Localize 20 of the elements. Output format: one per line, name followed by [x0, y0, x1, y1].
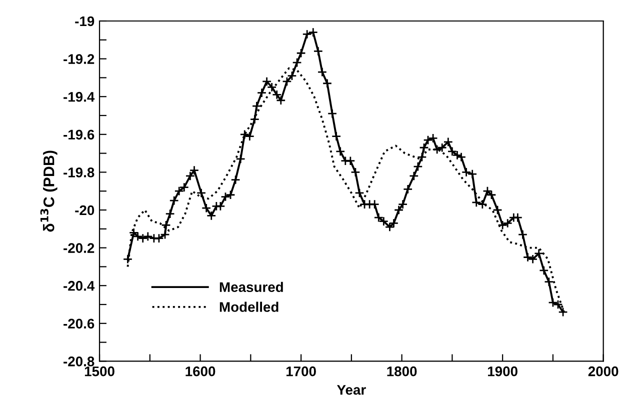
legend-label: Modelled	[220, 302, 278, 312]
x-tick-label: 1700	[286, 366, 316, 376]
y-tick-label: -20.8	[64, 356, 94, 366]
x-tick-label: 1500	[84, 366, 114, 376]
legend-label: Measured	[220, 282, 283, 292]
x-axis-title: Year	[336, 385, 366, 395]
x-tick-label: 2000	[588, 366, 618, 376]
y-tick-label: -19.4	[64, 92, 95, 102]
y-tick-label: -19.8	[64, 168, 94, 178]
y-tick-label: -20.6	[64, 318, 94, 329]
x-tick-label: 1600	[186, 366, 216, 376]
y-tick-label: -19.6	[64, 130, 94, 140]
y-tick-label: -19.2	[64, 54, 94, 64]
y-tick-label: -19	[75, 16, 94, 26]
y-tick-label: -20.2	[64, 243, 94, 253]
y-tick-label: -20.4	[64, 280, 95, 291]
y-axis-title: δ$^{13}$C (PDB)	[40, 150, 58, 232]
x-tick-label: 1800	[387, 366, 417, 376]
x-tick-label: 1900	[488, 366, 518, 376]
y-tick-label: -20	[75, 205, 94, 216]
